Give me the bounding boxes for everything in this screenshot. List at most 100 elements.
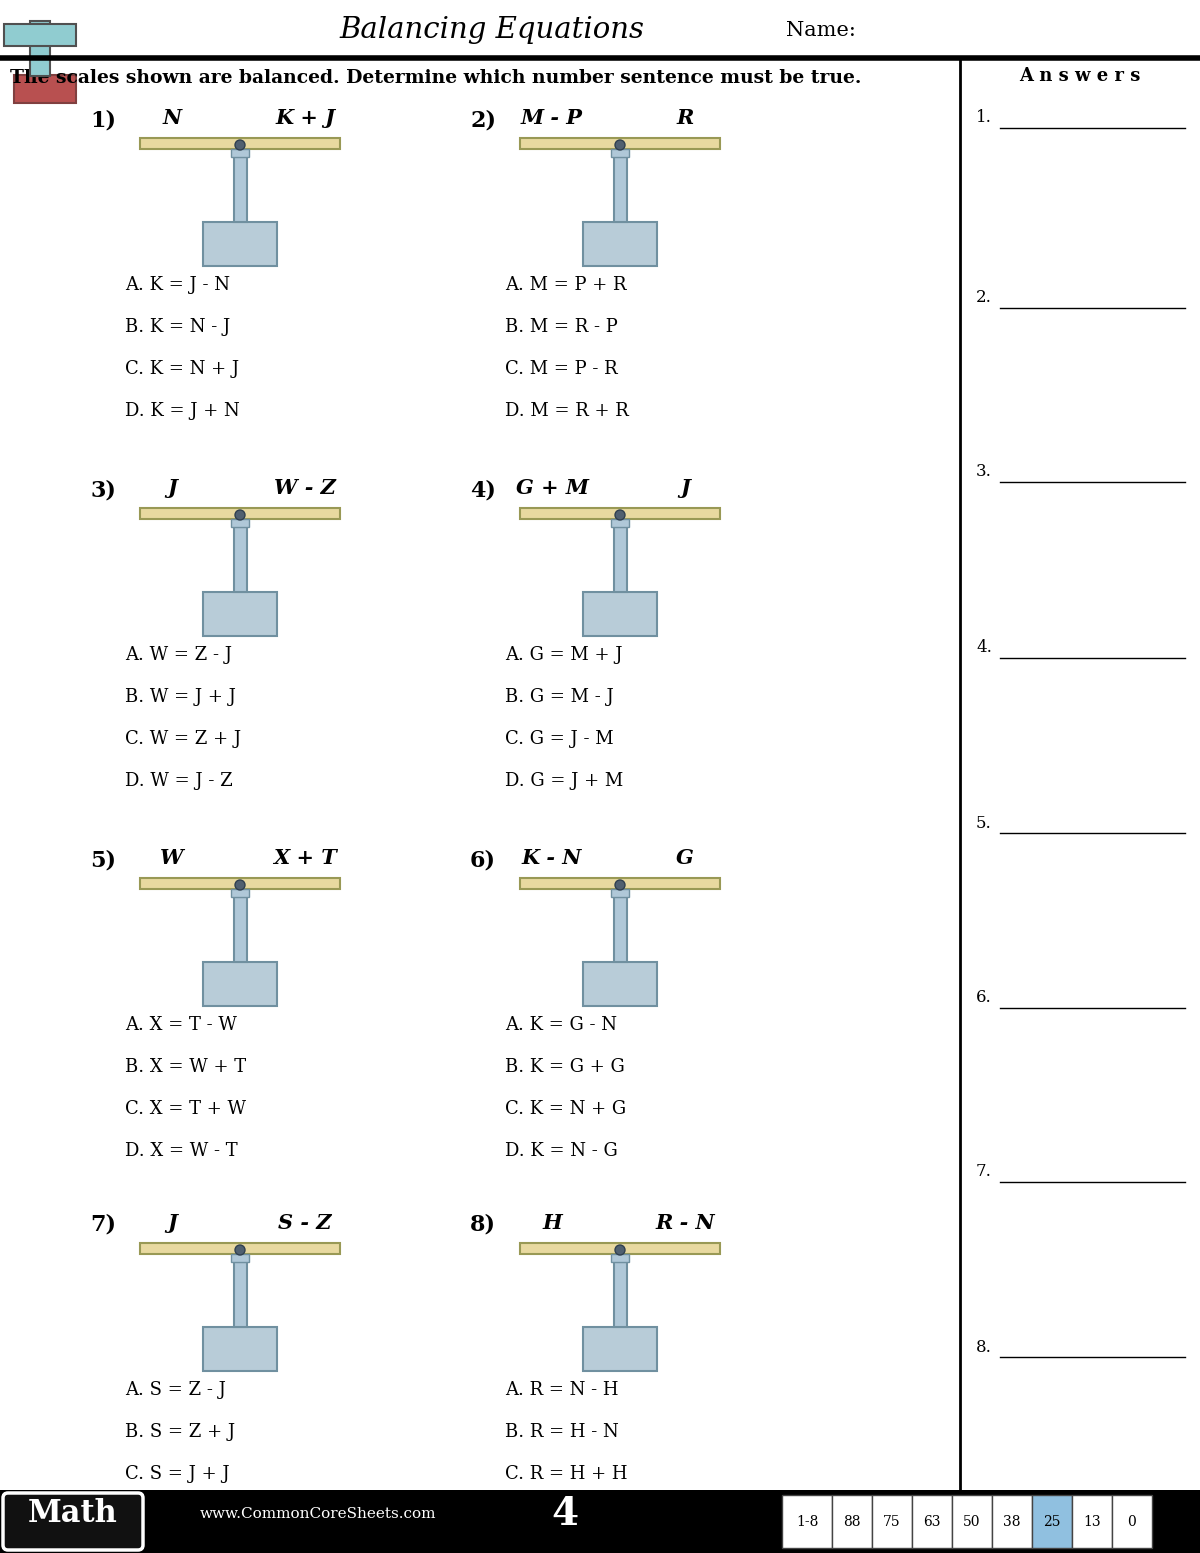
Bar xyxy=(234,898,247,961)
Text: N: N xyxy=(162,109,181,127)
Text: B. X = W + T: B. X = W + T xyxy=(125,1058,246,1076)
Text: www.CommonCoreSheets.com: www.CommonCoreSheets.com xyxy=(200,1506,437,1520)
Text: 5.: 5. xyxy=(976,814,991,831)
Bar xyxy=(230,888,250,898)
Bar xyxy=(140,1242,340,1253)
Text: W: W xyxy=(161,848,184,868)
Text: A. X = T - W: A. X = T - W xyxy=(125,1016,236,1034)
Bar xyxy=(1112,1496,1152,1548)
Text: 8.: 8. xyxy=(976,1339,992,1356)
Text: 1-8: 1-8 xyxy=(796,1516,818,1530)
Text: 13: 13 xyxy=(1084,1516,1100,1530)
Text: 7): 7) xyxy=(90,1214,116,1236)
Circle shape xyxy=(616,1246,625,1255)
Bar xyxy=(520,877,720,888)
Circle shape xyxy=(616,140,625,151)
Text: C. M = P - R: C. M = P - R xyxy=(505,360,618,377)
Text: 3): 3) xyxy=(90,478,116,502)
Text: A. K = J - N: A. K = J - N xyxy=(125,276,230,294)
Text: 63: 63 xyxy=(923,1516,941,1530)
Text: 3.: 3. xyxy=(976,463,992,480)
Bar xyxy=(140,877,340,888)
Text: R - N: R - N xyxy=(655,1213,715,1233)
Text: C. W = Z + J: C. W = Z + J xyxy=(125,730,241,749)
Text: 2.: 2. xyxy=(976,289,992,306)
Text: D. G = J + M: D. G = J + M xyxy=(505,772,623,790)
Bar xyxy=(230,519,250,526)
Text: 4: 4 xyxy=(552,1496,578,1533)
Text: 38: 38 xyxy=(1003,1516,1021,1530)
Bar xyxy=(203,1326,277,1371)
Bar xyxy=(782,1496,832,1548)
Bar xyxy=(614,526,628,592)
Text: 5): 5) xyxy=(90,849,116,871)
Bar xyxy=(520,508,720,519)
Bar xyxy=(583,961,658,1006)
Circle shape xyxy=(235,140,245,151)
Text: H: H xyxy=(542,1213,562,1233)
Bar xyxy=(872,1496,912,1548)
Bar xyxy=(0,1489,1200,1553)
Bar xyxy=(520,1242,720,1253)
Circle shape xyxy=(235,881,245,890)
Bar xyxy=(230,1253,250,1263)
Text: C. X = T + W: C. X = T + W xyxy=(125,1100,246,1118)
Text: A. G = M + J: A. G = M + J xyxy=(505,646,623,665)
Bar xyxy=(611,519,629,526)
Text: M - P: M - P xyxy=(521,109,583,127)
Text: 8): 8) xyxy=(470,1214,496,1236)
Text: C. G = J - M: C. G = J - M xyxy=(505,730,613,749)
Bar xyxy=(234,526,247,592)
Bar xyxy=(203,961,277,1006)
Bar xyxy=(614,157,628,222)
Bar xyxy=(832,1496,872,1548)
Bar xyxy=(4,23,76,47)
Text: S - Z: S - Z xyxy=(278,1213,331,1233)
Bar xyxy=(611,1253,629,1263)
Text: D. K = J + N: D. K = J + N xyxy=(125,402,240,419)
Bar xyxy=(234,157,247,222)
Text: B. W = J + J: B. W = J + J xyxy=(125,688,236,707)
Text: A n s w e r s: A n s w e r s xyxy=(1019,67,1141,85)
Bar xyxy=(140,138,340,149)
Text: 4.: 4. xyxy=(976,640,992,657)
Text: B. K = N - J: B. K = N - J xyxy=(125,318,230,335)
Text: K - N: K - N xyxy=(522,848,582,868)
Text: D. K = N - G: D. K = N - G xyxy=(505,1141,618,1160)
Text: A. K = G - N: A. K = G - N xyxy=(505,1016,617,1034)
Text: 50: 50 xyxy=(964,1516,980,1530)
Text: Math: Math xyxy=(28,1499,118,1530)
Text: 88: 88 xyxy=(844,1516,860,1530)
Bar xyxy=(992,1496,1032,1548)
Text: 25: 25 xyxy=(1043,1516,1061,1530)
Bar xyxy=(583,222,658,266)
Text: A. M = P + R: A. M = P + R xyxy=(505,276,626,294)
Bar xyxy=(1032,1496,1072,1548)
Circle shape xyxy=(616,881,625,890)
Text: B. G = M - J: B. G = M - J xyxy=(505,688,613,707)
Bar xyxy=(1072,1496,1112,1548)
Circle shape xyxy=(616,509,625,520)
Bar xyxy=(140,508,340,519)
Text: A. S = Z - J: A. S = Z - J xyxy=(125,1381,226,1399)
Text: 2): 2) xyxy=(470,109,496,130)
Bar xyxy=(203,592,277,637)
Text: J: J xyxy=(167,478,176,499)
Bar xyxy=(583,592,658,637)
Bar xyxy=(614,898,628,961)
Text: B. S = Z + J: B. S = Z + J xyxy=(125,1423,235,1441)
Bar xyxy=(611,149,629,157)
Text: X + T: X + T xyxy=(274,848,337,868)
Text: A. W = Z - J: A. W = Z - J xyxy=(125,646,232,665)
Bar xyxy=(234,1263,247,1326)
Text: 6.: 6. xyxy=(976,989,991,1006)
Text: The scales shown are balanced. Determine which number sentence must be true.: The scales shown are balanced. Determine… xyxy=(10,68,862,87)
Text: C. S = J + J: C. S = J + J xyxy=(125,1464,229,1483)
Text: 0: 0 xyxy=(1128,1516,1136,1530)
Text: Name:: Name: xyxy=(786,20,856,39)
Text: C. R = H + H: C. R = H + H xyxy=(505,1464,628,1483)
Text: 7.: 7. xyxy=(976,1163,992,1180)
Text: W - Z: W - Z xyxy=(274,478,336,499)
Text: D. R = N + H: D. R = N + H xyxy=(505,1506,629,1525)
Bar xyxy=(520,138,720,149)
